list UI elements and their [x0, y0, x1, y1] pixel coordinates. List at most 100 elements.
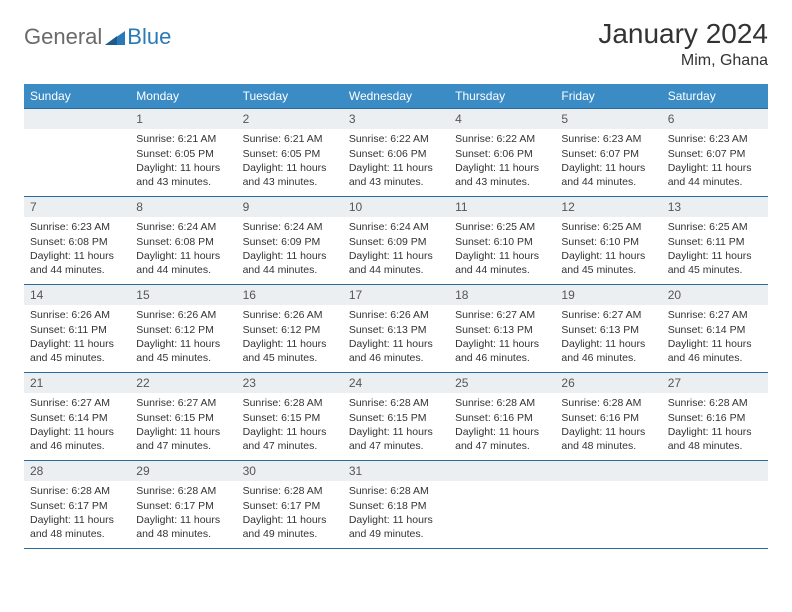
sunset-text: Sunset: 6:15 PM	[349, 411, 443, 425]
daylight-text: Daylight: 11 hours and 43 minutes.	[455, 161, 549, 189]
day-details: Sunrise: 6:25 AMSunset: 6:11 PMDaylight:…	[662, 217, 768, 283]
daylight-text: Daylight: 11 hours and 46 minutes.	[668, 337, 762, 365]
calendar-day-cell: 22Sunrise: 6:27 AMSunset: 6:15 PMDayligh…	[130, 373, 236, 461]
title-block: January 2024 Mim, Ghana	[598, 18, 768, 70]
daylight-text: Daylight: 11 hours and 48 minutes.	[668, 425, 762, 453]
day-number: 12	[555, 197, 661, 217]
sunset-text: Sunset: 6:15 PM	[243, 411, 337, 425]
calendar-day-cell: 29Sunrise: 6:28 AMSunset: 6:17 PMDayligh…	[130, 461, 236, 549]
calendar-day-cell: 31Sunrise: 6:28 AMSunset: 6:18 PMDayligh…	[343, 461, 449, 549]
day-number: 23	[237, 373, 343, 393]
day-number: 10	[343, 197, 449, 217]
calendar-day-cell: 28Sunrise: 6:28 AMSunset: 6:17 PMDayligh…	[24, 461, 130, 549]
daylight-text: Daylight: 11 hours and 46 minutes.	[30, 425, 124, 453]
calendar-day-cell: 9Sunrise: 6:24 AMSunset: 6:09 PMDaylight…	[237, 197, 343, 285]
calendar-day-cell: 20Sunrise: 6:27 AMSunset: 6:14 PMDayligh…	[662, 285, 768, 373]
location-text: Mim, Ghana	[598, 52, 768, 70]
sunset-text: Sunset: 6:11 PM	[668, 235, 762, 249]
sunrise-text: Sunrise: 6:26 AM	[30, 308, 124, 322]
sunset-text: Sunset: 6:16 PM	[561, 411, 655, 425]
sunrise-text: Sunrise: 6:24 AM	[349, 220, 443, 234]
sunrise-text: Sunrise: 6:21 AM	[243, 132, 337, 146]
calendar-table: SundayMondayTuesdayWednesdayThursdayFrid…	[24, 84, 768, 549]
calendar-week-row: 28Sunrise: 6:28 AMSunset: 6:17 PMDayligh…	[24, 461, 768, 549]
day-details: Sunrise: 6:24 AMSunset: 6:09 PMDaylight:…	[237, 217, 343, 283]
sunrise-text: Sunrise: 6:26 AM	[349, 308, 443, 322]
day-details: Sunrise: 6:27 AMSunset: 6:14 PMDaylight:…	[24, 393, 130, 459]
day-number: 19	[555, 285, 661, 305]
sunset-text: Sunset: 6:13 PM	[455, 323, 549, 337]
sunrise-text: Sunrise: 6:28 AM	[455, 396, 549, 410]
calendar-day-cell: 18Sunrise: 6:27 AMSunset: 6:13 PMDayligh…	[449, 285, 555, 373]
daylight-text: Daylight: 11 hours and 46 minutes.	[455, 337, 549, 365]
calendar-day-cell	[662, 461, 768, 549]
day-details: Sunrise: 6:21 AMSunset: 6:05 PMDaylight:…	[237, 129, 343, 195]
daylight-text: Daylight: 11 hours and 47 minutes.	[349, 425, 443, 453]
calendar-body: 1Sunrise: 6:21 AMSunset: 6:05 PMDaylight…	[24, 109, 768, 549]
calendar-day-cell: 21Sunrise: 6:27 AMSunset: 6:14 PMDayligh…	[24, 373, 130, 461]
sunrise-text: Sunrise: 6:28 AM	[30, 484, 124, 498]
brand-triangle-icon	[105, 31, 125, 45]
sunrise-text: Sunrise: 6:28 AM	[349, 396, 443, 410]
day-number: 2	[237, 109, 343, 129]
day-number: 17	[343, 285, 449, 305]
brand-text-general: General	[24, 24, 102, 50]
calendar-day-cell: 3Sunrise: 6:22 AMSunset: 6:06 PMDaylight…	[343, 109, 449, 197]
sunrise-text: Sunrise: 6:22 AM	[349, 132, 443, 146]
sunrise-text: Sunrise: 6:28 AM	[243, 396, 337, 410]
day-number-empty	[555, 461, 661, 481]
day-details: Sunrise: 6:24 AMSunset: 6:08 PMDaylight:…	[130, 217, 236, 283]
day-details: Sunrise: 6:28 AMSunset: 6:16 PMDaylight:…	[449, 393, 555, 459]
calendar-day-cell: 25Sunrise: 6:28 AMSunset: 6:16 PMDayligh…	[449, 373, 555, 461]
sunset-text: Sunset: 6:11 PM	[30, 323, 124, 337]
calendar-day-cell	[24, 109, 130, 197]
sunrise-text: Sunrise: 6:24 AM	[243, 220, 337, 234]
day-number: 20	[662, 285, 768, 305]
sunset-text: Sunset: 6:17 PM	[243, 499, 337, 513]
daylight-text: Daylight: 11 hours and 48 minutes.	[30, 513, 124, 541]
sunrise-text: Sunrise: 6:27 AM	[455, 308, 549, 322]
calendar-day-cell: 11Sunrise: 6:25 AMSunset: 6:10 PMDayligh…	[449, 197, 555, 285]
sunset-text: Sunset: 6:17 PM	[136, 499, 230, 513]
day-details: Sunrise: 6:28 AMSunset: 6:15 PMDaylight:…	[237, 393, 343, 459]
day-number: 15	[130, 285, 236, 305]
weekday-header: Tuesday	[237, 84, 343, 109]
day-details: Sunrise: 6:25 AMSunset: 6:10 PMDaylight:…	[555, 217, 661, 283]
calendar-day-cell: 5Sunrise: 6:23 AMSunset: 6:07 PMDaylight…	[555, 109, 661, 197]
daylight-text: Daylight: 11 hours and 43 minutes.	[243, 161, 337, 189]
daylight-text: Daylight: 11 hours and 45 minutes.	[561, 249, 655, 277]
daylight-text: Daylight: 11 hours and 44 minutes.	[668, 161, 762, 189]
calendar-day-cell: 4Sunrise: 6:22 AMSunset: 6:06 PMDaylight…	[449, 109, 555, 197]
day-number: 5	[555, 109, 661, 129]
calendar-day-cell: 19Sunrise: 6:27 AMSunset: 6:13 PMDayligh…	[555, 285, 661, 373]
sunrise-text: Sunrise: 6:22 AM	[455, 132, 549, 146]
sunrise-text: Sunrise: 6:27 AM	[136, 396, 230, 410]
calendar-day-cell: 13Sunrise: 6:25 AMSunset: 6:11 PMDayligh…	[662, 197, 768, 285]
sunset-text: Sunset: 6:16 PM	[668, 411, 762, 425]
sunset-text: Sunset: 6:06 PM	[455, 147, 549, 161]
daylight-text: Daylight: 11 hours and 49 minutes.	[349, 513, 443, 541]
daylight-text: Daylight: 11 hours and 43 minutes.	[349, 161, 443, 189]
sunset-text: Sunset: 6:15 PM	[136, 411, 230, 425]
sunrise-text: Sunrise: 6:28 AM	[561, 396, 655, 410]
daylight-text: Daylight: 11 hours and 45 minutes.	[30, 337, 124, 365]
calendar-day-cell: 17Sunrise: 6:26 AMSunset: 6:13 PMDayligh…	[343, 285, 449, 373]
weekday-header: Thursday	[449, 84, 555, 109]
day-details: Sunrise: 6:22 AMSunset: 6:06 PMDaylight:…	[449, 129, 555, 195]
day-details: Sunrise: 6:28 AMSunset: 6:17 PMDaylight:…	[24, 481, 130, 547]
day-number: 26	[555, 373, 661, 393]
sunset-text: Sunset: 6:05 PM	[243, 147, 337, 161]
sunset-text: Sunset: 6:06 PM	[349, 147, 443, 161]
daylight-text: Daylight: 11 hours and 49 minutes.	[243, 513, 337, 541]
daylight-text: Daylight: 11 hours and 44 minutes.	[136, 249, 230, 277]
sunset-text: Sunset: 6:05 PM	[136, 147, 230, 161]
day-details: Sunrise: 6:23 AMSunset: 6:07 PMDaylight:…	[555, 129, 661, 195]
sunset-text: Sunset: 6:18 PM	[349, 499, 443, 513]
calendar-week-row: 14Sunrise: 6:26 AMSunset: 6:11 PMDayligh…	[24, 285, 768, 373]
day-number: 13	[662, 197, 768, 217]
weekday-header: Wednesday	[343, 84, 449, 109]
daylight-text: Daylight: 11 hours and 46 minutes.	[561, 337, 655, 365]
sunrise-text: Sunrise: 6:24 AM	[136, 220, 230, 234]
day-details: Sunrise: 6:28 AMSunset: 6:17 PMDaylight:…	[237, 481, 343, 547]
calendar-week-row: 7Sunrise: 6:23 AMSunset: 6:08 PMDaylight…	[24, 197, 768, 285]
